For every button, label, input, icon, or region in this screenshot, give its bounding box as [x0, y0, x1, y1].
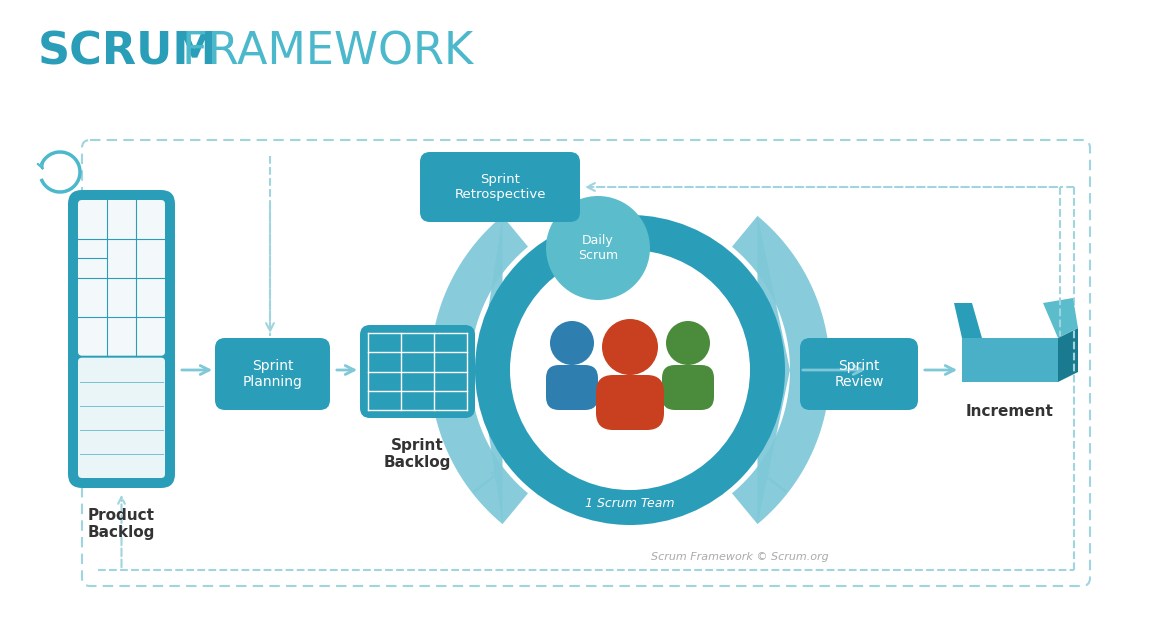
Polygon shape	[1058, 328, 1078, 382]
Polygon shape	[954, 303, 982, 338]
Text: Sprint
Planning: Sprint Planning	[243, 359, 302, 389]
Circle shape	[546, 196, 650, 300]
Polygon shape	[480, 216, 503, 524]
PathPatch shape	[662, 365, 714, 410]
PathPatch shape	[68, 190, 175, 488]
Circle shape	[666, 321, 710, 365]
Circle shape	[601, 319, 658, 375]
PathPatch shape	[420, 152, 580, 222]
Text: Sprint
Review: Sprint Review	[834, 359, 883, 389]
PathPatch shape	[78, 358, 164, 478]
Text: Sprint
Backlog: Sprint Backlog	[384, 438, 451, 470]
Text: Increment: Increment	[966, 404, 1053, 419]
PathPatch shape	[78, 200, 164, 356]
PathPatch shape	[800, 338, 918, 410]
Circle shape	[550, 321, 595, 365]
Text: Sprint
Retrospective: Sprint Retrospective	[454, 173, 546, 201]
PathPatch shape	[215, 338, 330, 410]
Circle shape	[509, 250, 750, 490]
PathPatch shape	[360, 325, 475, 418]
Text: Daily
Scrum: Daily Scrum	[578, 234, 618, 262]
Text: Scrum Framework © Scrum.org: Scrum Framework © Scrum.org	[651, 552, 829, 562]
Polygon shape	[1043, 298, 1078, 338]
Polygon shape	[430, 216, 528, 524]
Polygon shape	[758, 216, 790, 524]
Text: 1 Scrum Team: 1 Scrum Team	[585, 496, 675, 509]
PathPatch shape	[546, 365, 598, 410]
Text: FRAMEWORK: FRAMEWORK	[168, 30, 473, 74]
Text: SCRUM: SCRUM	[38, 30, 217, 74]
Circle shape	[475, 215, 785, 525]
PathPatch shape	[596, 375, 664, 430]
Text: Product
Backlog: Product Backlog	[87, 508, 155, 540]
Polygon shape	[733, 216, 830, 524]
Polygon shape	[963, 338, 1058, 382]
